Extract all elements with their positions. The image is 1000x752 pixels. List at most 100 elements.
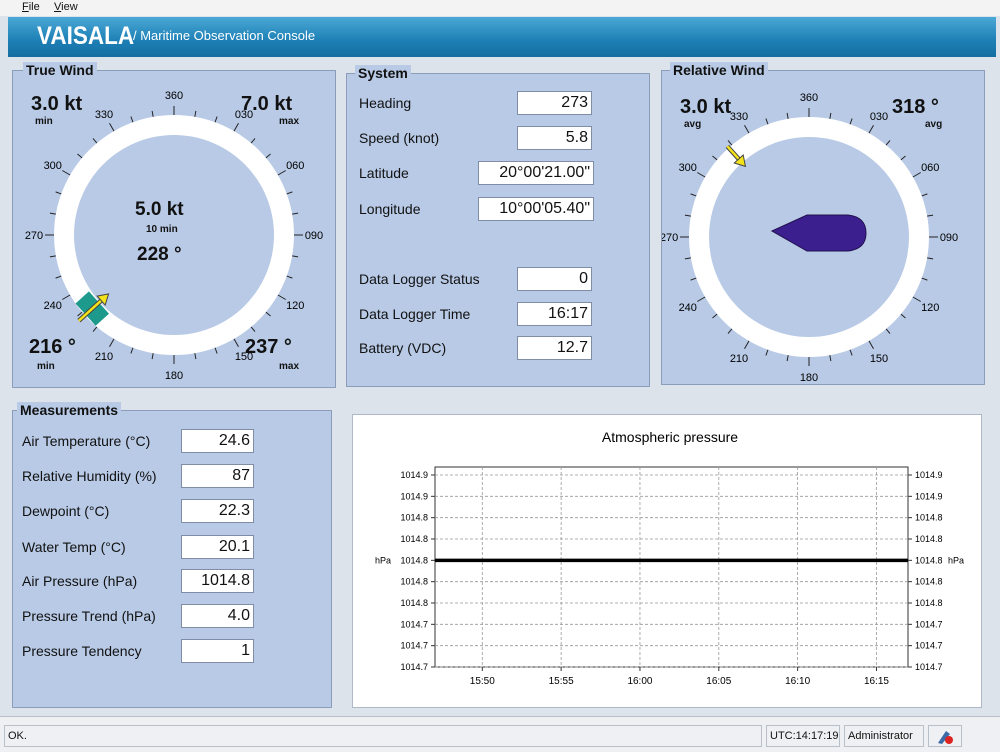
true-wind-compass-tick	[292, 255, 299, 258]
chart-x-tick-label: 16:10	[785, 676, 810, 687]
chart-y-tick-label: 1014.9	[400, 470, 428, 480]
relative-wind-compass-label-060: 060	[921, 162, 939, 174]
menu-bar: File View	[0, 0, 1000, 16]
true-wind-compass-label-330: 330	[95, 109, 113, 121]
true-wind-min-direction: 216 °	[29, 336, 76, 358]
chart-y-tick-label-right: 1014.7	[915, 619, 943, 629]
chart-x-tick-label: 16:00	[627, 676, 652, 687]
relative-wind-arrow	[725, 144, 747, 168]
humidity-label: Relative Humidity (%)	[22, 468, 157, 484]
true-wind-compass-label-210: 210	[95, 351, 113, 363]
true-wind-avg-speed-label: 10 min	[146, 224, 178, 235]
chart-x-tick-label: 16:05	[706, 676, 731, 687]
relative-wind-compass-tick	[927, 214, 934, 217]
relative-wind-compass-tick	[829, 112, 832, 119]
air-temp-label: Air Temperature (°C)	[22, 433, 151, 449]
chart-plot-area	[434, 466, 909, 668]
true-wind-compass-tick	[92, 138, 98, 144]
relative-wind-compass-label-150: 150	[870, 353, 888, 365]
chart-x-tick-label: 15:50	[470, 676, 495, 687]
air-pressure-label: Air Pressure (hPa)	[22, 573, 138, 589]
relative-wind-compass-tick	[690, 193, 697, 197]
water-temp-value: 20.1	[181, 535, 254, 559]
true-wind-compass-tick	[292, 212, 299, 215]
chart-x-tick-label: 15:55	[549, 676, 574, 687]
true-wind-compass-label-360: 360	[165, 90, 183, 102]
true-wind-avg-speed: 5.0 kt	[135, 199, 184, 220]
true-wind-compass-tick	[277, 294, 286, 300]
chart-y-tick-label: 1014.7	[400, 641, 428, 651]
vaisala-logo: VAISALA	[37, 22, 135, 50]
pressure-tendency-value: 1	[181, 639, 254, 663]
dewpoint-label: Dewpoint (°C)	[22, 503, 110, 519]
relative-wind-avg-direction: 318 °	[892, 96, 939, 118]
longitude-label: Longitude	[359, 201, 421, 217]
logger-status-value: 0	[517, 267, 592, 291]
battery-value: 12.7	[517, 336, 592, 360]
true-wind-compass-tick	[109, 123, 115, 132]
true-wind-compass-tick	[109, 338, 115, 347]
chart-title: Atmospheric pressure	[602, 429, 738, 445]
relative-wind-compass-tick	[921, 193, 928, 197]
true-wind-compass-tick	[130, 347, 134, 354]
relative-wind-compass-tick	[885, 140, 891, 146]
relative-wind-compass: 360 030 060 090 120 150 180 210 240 270 300 330	[662, 92, 958, 384]
logger-status-label: Data Logger Status	[359, 271, 480, 287]
chart-y-tick-label-right: 1014.7	[915, 641, 943, 651]
true-wind-compass-tick	[130, 116, 134, 123]
chart-y-tick-label: 1014.8	[400, 598, 428, 608]
true-wind-compass-tick	[265, 311, 271, 317]
chart-y-tick-label: 1014.8	[400, 577, 428, 587]
latitude-label: Latitude	[359, 165, 409, 181]
relative-wind-compass-tick	[712, 155, 718, 161]
relative-wind-compass-tick	[868, 340, 874, 349]
relative-wind-compass-tick	[765, 349, 769, 356]
relative-wind-compass-tick	[900, 155, 906, 161]
speed-label: Speed (knot)	[359, 130, 440, 146]
chart-y-tick-label-right: 1014.8	[915, 555, 943, 565]
menu-file[interactable]: File	[22, 1, 40, 13]
status-message: OK.	[4, 725, 762, 747]
true-wind-min-speed-label: min	[35, 116, 53, 127]
relative-wind-compass-label-030: 030	[870, 111, 888, 123]
relative-wind-compass-tick	[885, 328, 891, 334]
true-wind-min-speed: 3.0 kt	[31, 93, 83, 115]
relative-wind-compass-label-240: 240	[679, 302, 697, 314]
true-wind-min-direction-label: min	[37, 361, 55, 372]
true-wind-compass-tick	[49, 212, 56, 215]
relative-wind-compass-label-300: 300	[679, 162, 697, 174]
relative-wind-avg-direction-label: avg	[925, 119, 943, 130]
ship-icon	[770, 214, 867, 252]
pressure-tendency-label: Pressure Tendency	[22, 643, 142, 659]
relative-wind-compass-label-180: 180	[800, 372, 818, 384]
relative-wind-compass-tick	[921, 277, 928, 281]
relative-wind-compass-tick	[786, 355, 789, 362]
chart-y-tick-label: 1014.8	[400, 555, 428, 565]
true-wind-title: True Wind	[23, 62, 97, 78]
relative-wind-compass-tick	[712, 313, 718, 319]
true-wind-max-direction-label: max	[279, 361, 300, 372]
true-wind-compass-tick	[265, 153, 271, 159]
true-wind-compass-tick	[151, 110, 154, 117]
heading-value: 273	[517, 91, 592, 115]
pressure-trend-value: 4.0	[181, 604, 254, 628]
relative-wind-compass-label-330: 330	[730, 111, 748, 123]
relative-wind-compass-tick	[727, 140, 733, 146]
relative-wind-compass-tick	[912, 296, 921, 302]
system-title: System	[355, 65, 411, 81]
chart-y-tick-label-right: 1014.8	[915, 598, 943, 608]
humidity-value: 87	[181, 464, 254, 488]
true-wind-max-speed-label: max	[279, 116, 300, 127]
battery-label: Battery (VDC)	[359, 340, 447, 356]
user-status-icon[interactable]	[928, 725, 962, 747]
relative-wind-compass-tick	[786, 112, 789, 119]
relative-wind-compass-tick	[900, 313, 906, 319]
true-wind-panel: True Wind 360 030 060 090 120 150 180 210 240 270…	[12, 62, 336, 388]
menu-view[interactable]: View	[54, 1, 78, 13]
header-banner: VAISALA / Maritime Observation Console	[8, 17, 996, 57]
measurements-title: Measurements	[17, 402, 122, 418]
chart-ylabel-right: hPa	[948, 555, 964, 565]
true-wind-compass-label-120: 120	[286, 300, 304, 312]
true-wind-compass-tick	[77, 311, 83, 317]
true-wind-compass-tick	[214, 116, 218, 123]
